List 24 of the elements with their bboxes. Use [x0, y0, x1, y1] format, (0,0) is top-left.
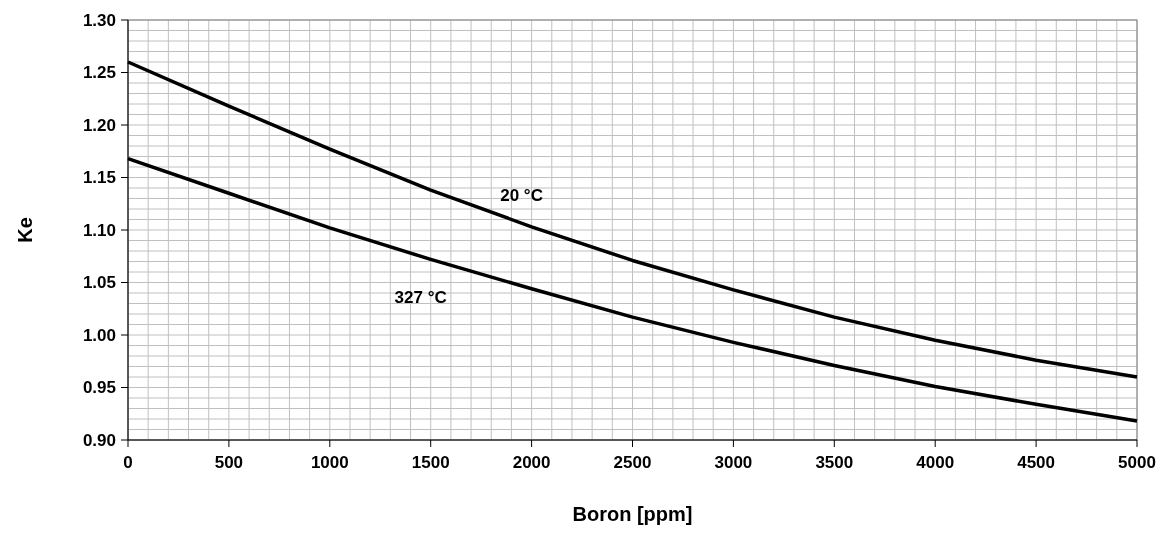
y-tick-label: 1.15 — [82, 168, 116, 188]
x-tick-label: 3000 — [714, 453, 753, 472]
y-tick-label: 1.20 — [82, 115, 116, 135]
x-tick-label: 2500 — [613, 453, 652, 472]
series-label: 327 °C — [394, 288, 447, 308]
x-tick-label: 0 — [123, 453, 133, 472]
x-tick-label: 1500 — [411, 453, 450, 472]
series-label: 20 °C — [500, 185, 543, 205]
x-tick-label: 5000 — [1118, 453, 1156, 472]
x-tick-label: 4500 — [1017, 453, 1056, 472]
x-tick-label: 4000 — [916, 453, 955, 472]
y-tick-label: 0.90 — [82, 430, 116, 450]
x-axis-title: Boron [ppm] — [572, 503, 693, 525]
y-tick-label: 1.10 — [82, 220, 116, 240]
x-tick-label: 3500 — [815, 453, 854, 472]
y-tick-label: 0.95 — [82, 378, 116, 398]
y-tick-label: 1.05 — [82, 273, 116, 293]
y-tick-label: 1.25 — [82, 63, 116, 83]
y-axis-title: Ke — [14, 217, 36, 243]
y-tick-label: 1.00 — [82, 325, 116, 345]
x-tick-label: 2000 — [512, 453, 551, 472]
x-tick-label: 1000 — [310, 453, 349, 472]
x-tick-label: 500 — [214, 453, 244, 472]
y-tick-label: 1.30 — [82, 10, 116, 30]
